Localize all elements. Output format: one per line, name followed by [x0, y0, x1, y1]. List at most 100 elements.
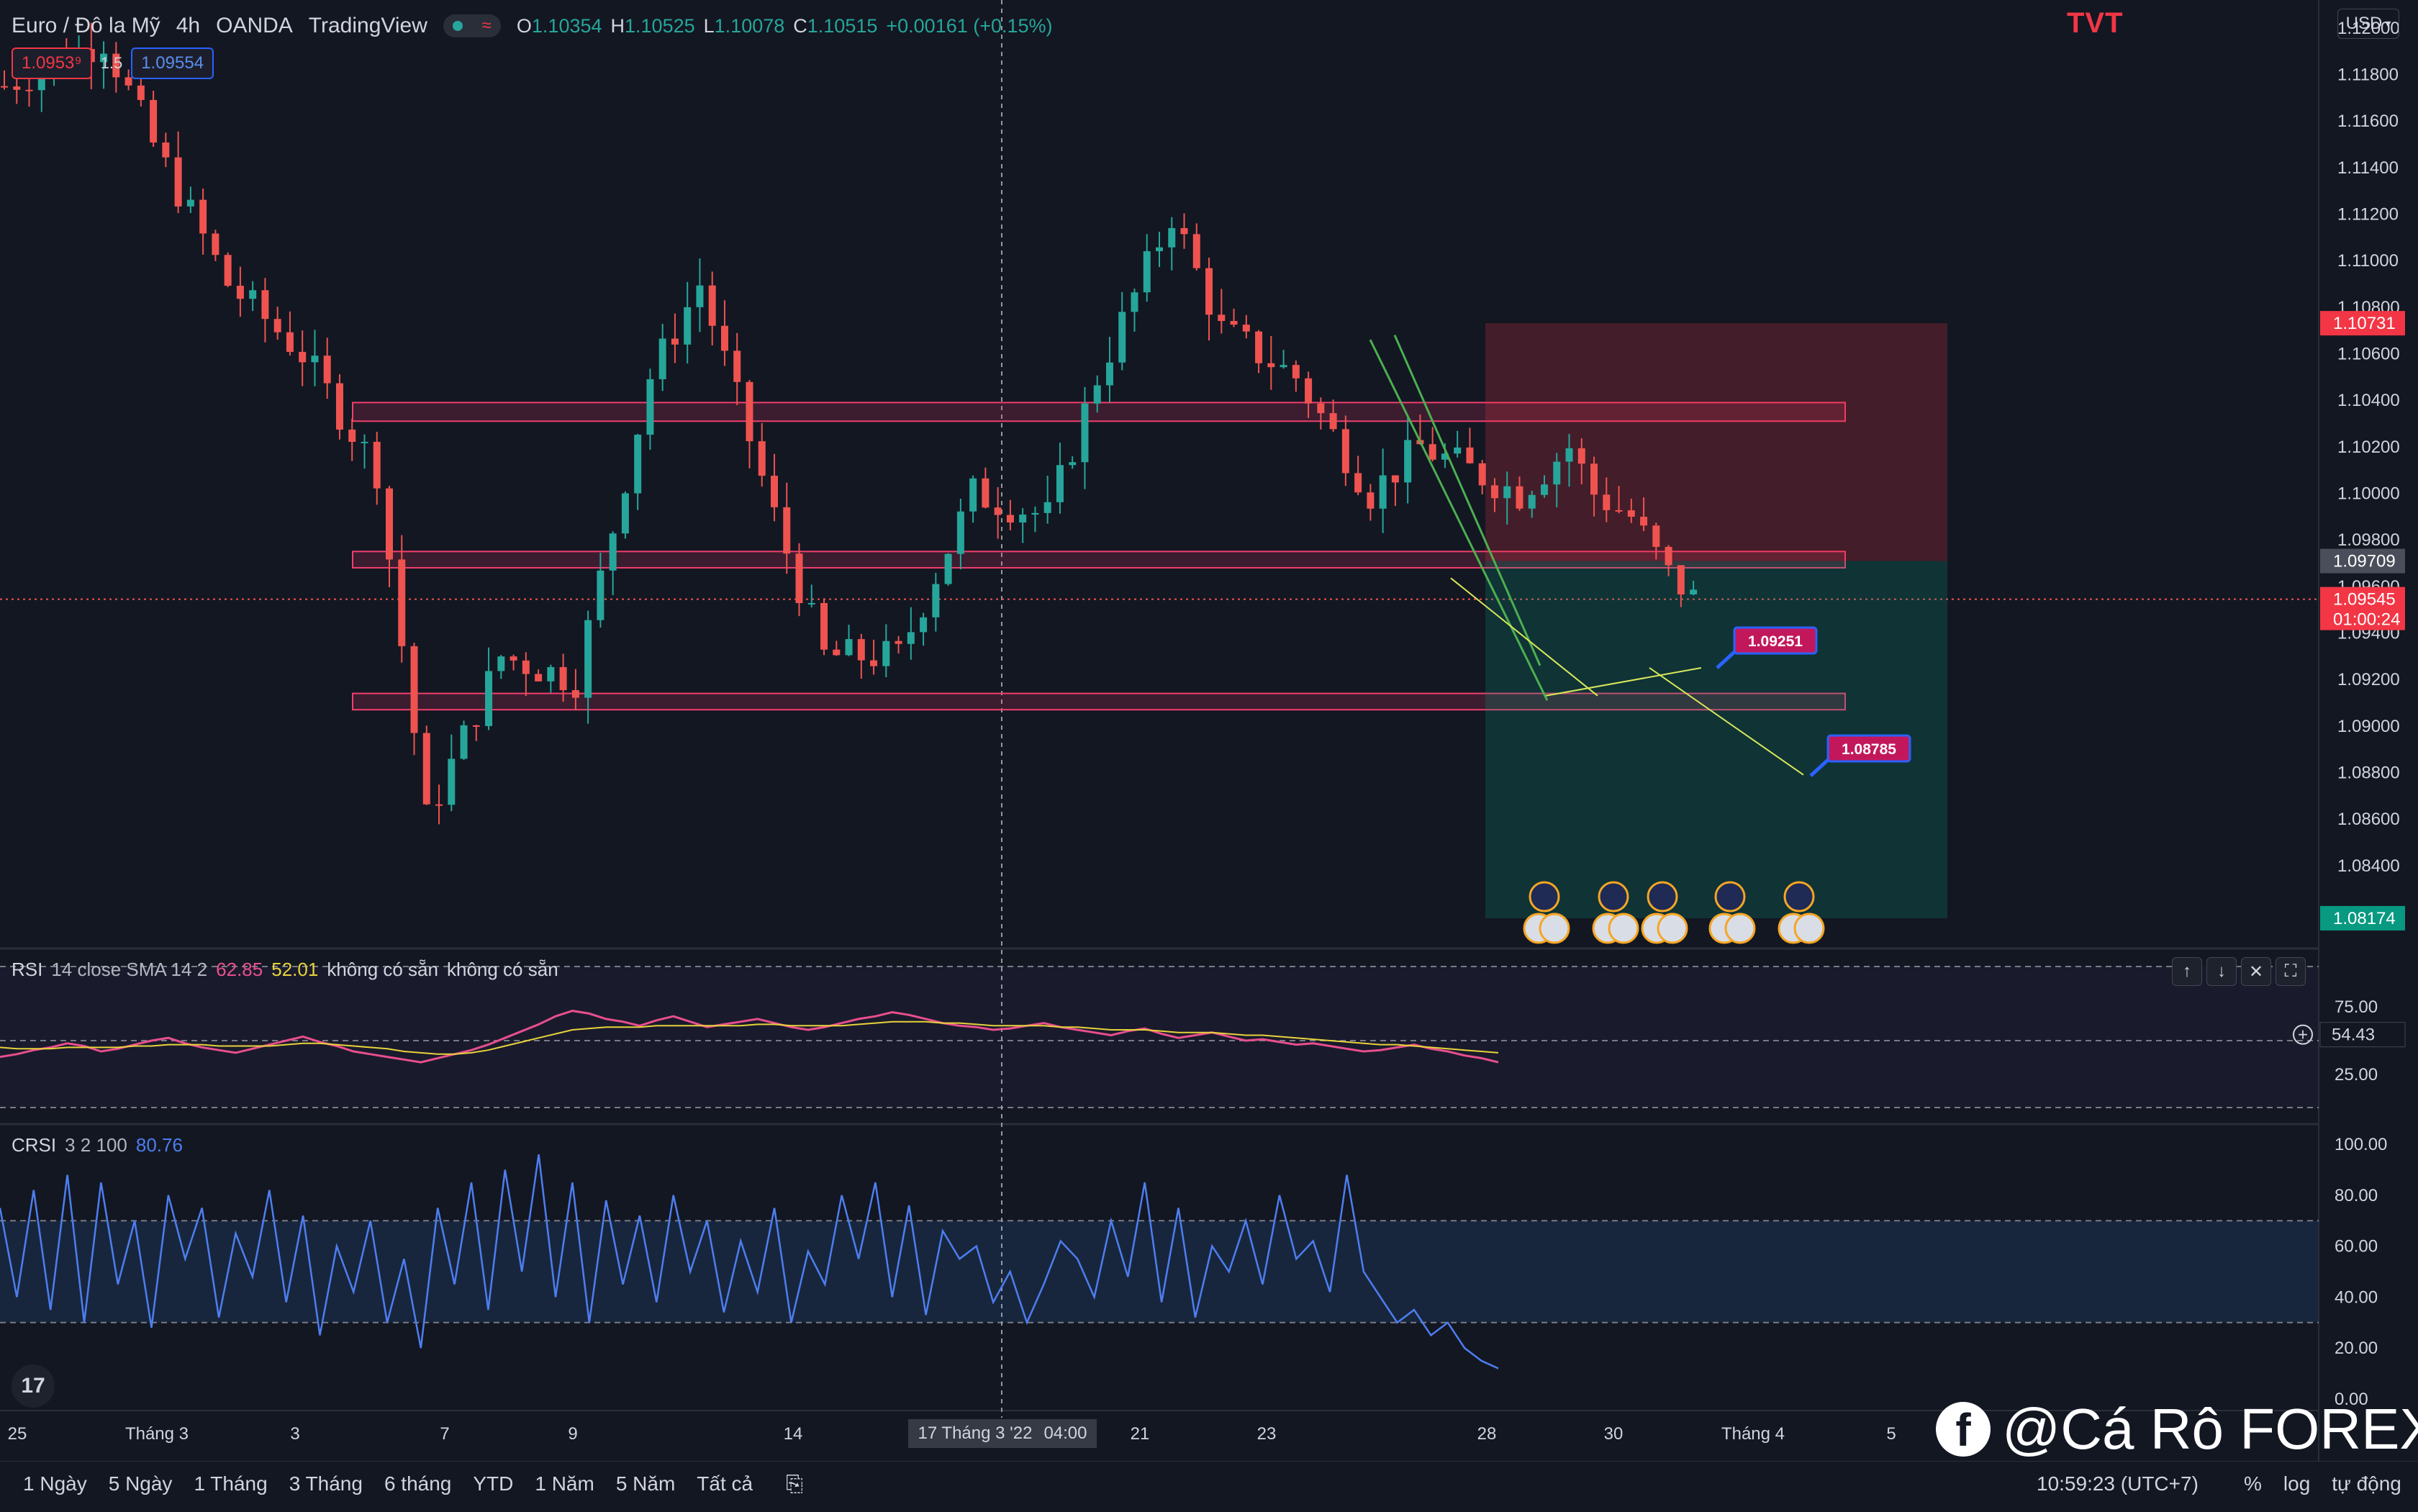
candle-body — [1043, 502, 1051, 513]
sell-button[interactable]: 1.0953⁹ — [12, 47, 92, 79]
candle-body — [522, 660, 530, 674]
watermark: f @Cá Rô FOREX — [1936, 1396, 2418, 1462]
goto-date-icon[interactable]: ⎘ — [786, 1472, 803, 1496]
candle-body — [1441, 453, 1449, 460]
crsi-legend[interactable]: CRSI 3 2 100 80.76 — [12, 1134, 183, 1156]
move-down-icon[interactable]: ↓ — [2206, 957, 2237, 986]
range-1m[interactable]: 1 Tháng — [194, 1472, 268, 1495]
tradingview-logo-icon[interactable]: 17 — [12, 1364, 55, 1408]
target1-callout-label: 1.09251 — [1748, 633, 1803, 650]
price-tick: 1.10400 — [2337, 391, 2400, 410]
change-value: +0.00161 (+0.15%) — [886, 14, 1053, 37]
candle-body — [1218, 314, 1226, 322]
candle-body — [1590, 463, 1598, 495]
crsi-value: 80.76 — [135, 1134, 183, 1156]
symbol-title[interactable]: Euro / Đô la Mỹ — [12, 14, 160, 37]
us-flag-icon — [1724, 913, 1756, 944]
rsi-legend[interactable]: RSI 14 close SMA 14 2 62.85 52.01 không … — [12, 959, 558, 981]
support-resistance-zone — [352, 692, 1846, 711]
price-tick: 1.12000 — [2337, 19, 2400, 38]
rsi-sma-line — [0, 1020, 1499, 1055]
range-ytd[interactable]: YTD — [473, 1472, 514, 1495]
candle-body — [485, 671, 493, 726]
price-tick: 1.10200 — [2337, 438, 2400, 457]
rsi-sma-value: 52.01 — [271, 959, 319, 980]
candle-body — [1069, 462, 1077, 466]
price-tick: 1.11800 — [2337, 65, 2399, 84]
candle-body — [634, 435, 642, 494]
clock[interactable]: 10:59:23 (UTC+7) — [2037, 1472, 2199, 1495]
candle-body — [845, 639, 853, 656]
rsi-params: 14 close SMA 14 2 — [51, 959, 208, 980]
candle-body — [1379, 475, 1387, 509]
rsi-current-value: 54.43 — [2332, 1026, 2375, 1045]
range-6m[interactable]: 6 tháng — [384, 1472, 452, 1495]
candle-body — [684, 307, 692, 345]
candle-body — [1280, 365, 1287, 368]
log-scale-button[interactable]: log — [2283, 1472, 2311, 1495]
range-3m[interactable]: 3 Tháng — [289, 1472, 363, 1495]
interval-label[interactable]: 4h — [176, 14, 201, 37]
crosshair-date: 17 Tháng 3 '22 — [918, 1423, 1033, 1443]
candle-body — [1, 86, 8, 88]
time-tick: 5 — [1886, 1424, 1896, 1444]
candle-body — [1118, 312, 1126, 363]
candle-body — [249, 290, 257, 299]
candle-body — [1031, 512, 1039, 515]
price-tick: 1.08400 — [2337, 856, 2400, 876]
candle-body — [348, 429, 356, 442]
candle-body — [1665, 546, 1672, 566]
range-all[interactable]: Tất cả — [697, 1472, 753, 1495]
crsi-band-fill — [0, 1221, 2319, 1323]
candle-body — [1006, 515, 1014, 523]
candle-body — [547, 666, 555, 682]
time-tick: Tháng 4 — [1721, 1424, 1785, 1444]
range-5d[interactable]: 5 Ngày — [108, 1472, 173, 1495]
candle-body — [100, 53, 108, 63]
time-tick: 7 — [440, 1424, 449, 1444]
time-tick: 23 — [1257, 1424, 1277, 1444]
candle-body — [1677, 565, 1685, 595]
time-tick: Tháng 3 — [125, 1424, 189, 1444]
currency-dropdown[interactable]: USD ▾ — [2337, 9, 2399, 39]
candle-body — [1292, 365, 1300, 379]
candle-body — [1329, 413, 1337, 430]
high-label: H — [610, 14, 625, 37]
buy-button[interactable]: 1.09554 — [131, 47, 214, 79]
candle-body — [571, 689, 579, 698]
auto-scale-button[interactable]: tự động — [2332, 1472, 2401, 1495]
candle-body — [1565, 448, 1573, 462]
maximize-icon[interactable]: ⛶ — [2276, 957, 2306, 986]
eu-flag-icon — [1714, 881, 1746, 913]
spread-value: 1.5 — [100, 54, 123, 72]
scale-buttons: % log tự động — [2244, 1472, 2401, 1495]
candle-body — [1516, 486, 1523, 509]
range-5y[interactable]: 5 Năm — [615, 1472, 676, 1495]
percent-scale-button[interactable]: % — [2244, 1472, 2262, 1495]
candle-body — [174, 157, 182, 207]
candle-body — [1168, 227, 1176, 248]
candle-body — [1081, 403, 1089, 463]
target1-callout-box — [1733, 626, 1818, 655]
candle-body — [373, 441, 381, 489]
target2-callout-pointer — [1809, 759, 1829, 777]
candle-body — [1056, 465, 1064, 502]
market-status-toggle[interactable]: ≈ — [443, 14, 501, 37]
candle-body — [733, 350, 741, 382]
candle-body — [783, 507, 791, 554]
range-1y[interactable]: 1 Năm — [535, 1472, 594, 1495]
candle-body — [944, 553, 952, 584]
candle-body — [597, 570, 604, 620]
candle-body — [1603, 494, 1611, 510]
candle-body — [1354, 473, 1362, 493]
candle-body — [746, 381, 753, 442]
candle-body — [920, 617, 928, 633]
candle-body — [807, 602, 815, 605]
range-1d[interactable]: 1 Ngày — [23, 1472, 87, 1495]
close-icon[interactable]: ✕ — [2241, 957, 2271, 986]
candle-body — [236, 286, 244, 299]
projection-arrow — [1450, 577, 1598, 697]
candle-body — [1242, 325, 1250, 332]
move-up-icon[interactable]: ↑ — [2172, 957, 2202, 986]
